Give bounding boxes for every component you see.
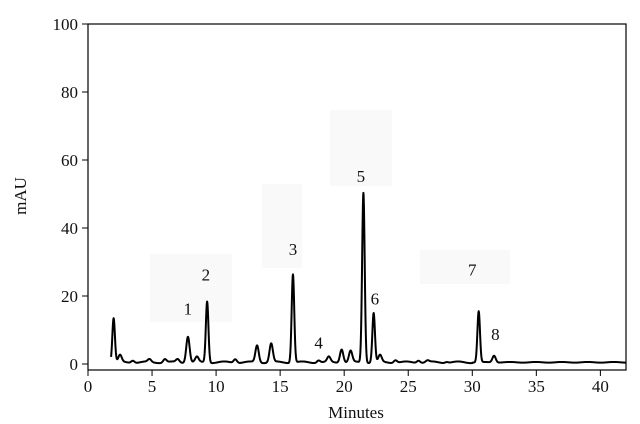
y-axis-title: mAU [11, 177, 30, 215]
peak-label-3: 3 [289, 240, 298, 259]
y-tick-label: 80 [61, 83, 78, 102]
y-tick-label: 0 [70, 355, 79, 374]
y-tick-label: 60 [61, 151, 78, 170]
plot-border [87, 23, 627, 371]
chromatogram-trace [110, 191, 627, 365]
y-axis-ticks: 0 20 40 60 80 100 [53, 15, 88, 374]
peak-label-7: 7 [468, 261, 477, 280]
x-tick-label: 0 [84, 377, 93, 396]
x-tick-label: 40 [592, 377, 609, 396]
y-tick-label: 100 [53, 15, 79, 34]
x-tick-label: 25 [400, 377, 417, 396]
peak-annotations: 12 3 4 5 6 7 8 [184, 167, 500, 353]
y-tick-label: 40 [61, 219, 78, 238]
x-tick-label: 35 [528, 377, 545, 396]
peak-label-8: 8 [491, 325, 500, 344]
peak-label-1: 1 [184, 300, 193, 319]
peak-label-4: 4 [314, 334, 323, 353]
peak-label-2: 2 [202, 266, 211, 285]
plot-frame [87, 23, 627, 371]
peak-label-6: 6 [371, 290, 380, 309]
x-axis-ticks: 0 5 10 15 20 25 30 35 40 [84, 370, 609, 396]
x-tick-label: 30 [464, 377, 481, 396]
y-tick-label: 20 [61, 287, 78, 306]
x-tick-label: 10 [208, 377, 225, 396]
chromatogram-series [110, 191, 627, 365]
x-axis-title: Minutes [328, 403, 384, 422]
x-tick-label: 20 [336, 377, 353, 396]
label-highlight-boxes [150, 110, 510, 322]
peak-label-5: 5 [357, 167, 366, 186]
x-tick-label: 5 [148, 377, 157, 396]
x-tick-label: 15 [272, 377, 289, 396]
